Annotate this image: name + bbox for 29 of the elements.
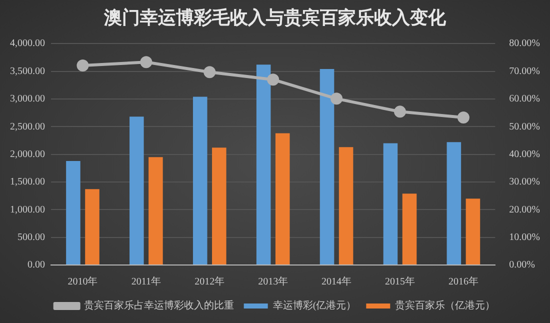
y-tick-label: 1,500.00 — [10, 176, 45, 188]
x-tick-label: 2011年 — [131, 276, 161, 288]
y2-tick-label: 0.00% — [509, 260, 536, 271]
y-tick-label: 2,500.00 — [10, 121, 45, 132]
legend-label: 贵宾百家乐占幸运博彩收入的比重 — [84, 300, 234, 312]
y2-tick-label: 50.00% — [509, 121, 540, 132]
y2-tick-label: 80.00% — [509, 38, 540, 50]
y-tick-label: 1,000.00 — [10, 204, 45, 216]
x-tick-label: 2012年 — [194, 276, 225, 288]
y-tick-label: 500.00 — [18, 232, 45, 243]
x-tick-label: 2016年 — [448, 276, 478, 288]
legend-label: 贵宾百家乐（亿港元） — [395, 300, 496, 312]
x-tick-label: 2015年 — [384, 276, 415, 288]
x-tick-label: 2014年 — [322, 276, 352, 288]
x-tick-label: 2013年 — [258, 276, 288, 288]
y-tick-label: 3,000.00 — [10, 94, 45, 105]
y-tick-label: 0.00 — [28, 260, 45, 271]
y2-tick-label: 30.00% — [509, 176, 540, 188]
y2-tick-label: 10.00% — [509, 232, 540, 243]
y-tick-label: 2,000.00 — [10, 148, 45, 160]
y2-tick-label: 60.00% — [509, 94, 540, 105]
legend-label: 幸运博彩(亿港元） — [272, 300, 356, 312]
y2-tick-label: 40.00% — [509, 148, 540, 160]
x-tick-label: 2010年 — [68, 276, 98, 288]
y2-tick-label: 20.00% — [509, 204, 540, 216]
y2-tick-label: 70.00% — [509, 66, 540, 77]
y-tick-label: 3,500.00 — [10, 66, 45, 77]
y-tick-label: 4,000.00 — [10, 38, 45, 50]
chart-title: 澳门幸运博彩毛收入与贵宾百家乐收入变化 — [103, 7, 447, 28]
